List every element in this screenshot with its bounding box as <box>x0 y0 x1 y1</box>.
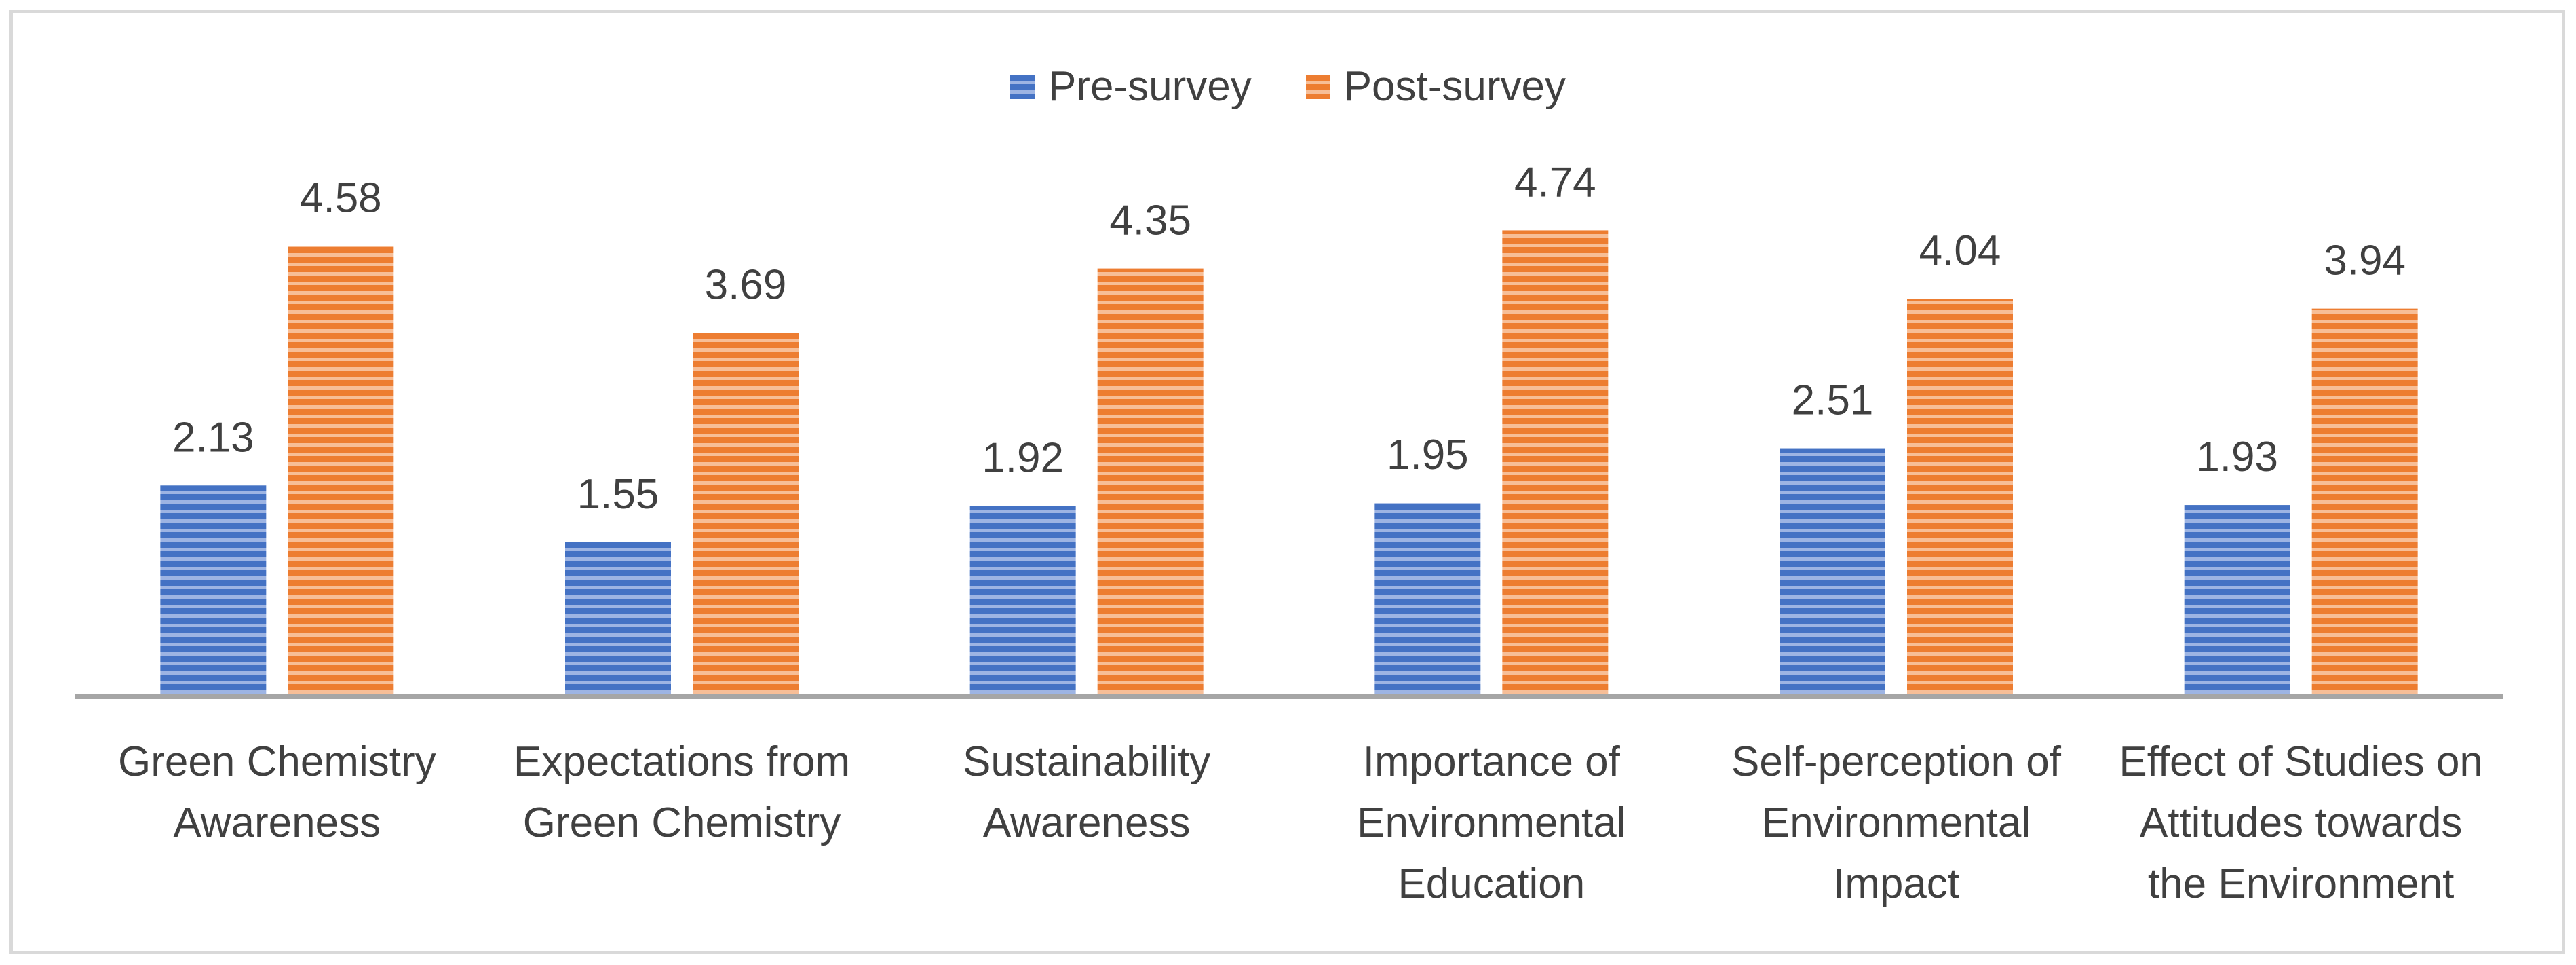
legend-swatch-pre-survey <box>1010 74 1035 99</box>
legend-item-post-survey: Post-survey <box>1305 62 1566 111</box>
category-label-3: Sustainability Awareness <box>883 732 1290 854</box>
category-label-line: Importance of <box>1362 738 1620 785</box>
category-label-line: the Environment <box>2147 860 2455 907</box>
category-label-line: Green Chemistry <box>118 738 436 785</box>
bar-post-survey-1 <box>288 246 394 694</box>
data-label-pre-survey-3: 1.92 <box>982 435 1064 482</box>
legend-swatch-post-survey <box>1305 74 1330 99</box>
data-label-post-survey-3: 4.35 <box>1109 197 1191 244</box>
chart-frame <box>9 10 2565 954</box>
category-label-4: Importance of Environmental Education <box>1288 732 1695 915</box>
category-label-line: Awareness <box>173 799 381 846</box>
category-label-line: Environmental <box>1761 799 2031 846</box>
data-label-pre-survey-2: 1.55 <box>577 471 659 518</box>
category-label-line: Environmental <box>1357 799 1626 846</box>
category-label-line: Sustainability <box>963 738 1211 785</box>
bar-pre-survey-3 <box>969 506 1076 694</box>
bar-pre-survey-1 <box>160 485 267 694</box>
category-label-2: Expectations from Green Chemistry <box>478 732 885 854</box>
category-label-line: Education <box>1398 860 1585 907</box>
category-label-line: Effect of Studies on <box>2119 738 2483 785</box>
category-label-line: Expectations from <box>513 738 851 785</box>
legend-item-pre-survey: Pre-survey <box>1010 62 1252 111</box>
data-label-post-survey-2: 3.69 <box>705 262 787 309</box>
category-label-5: Self-perception of Environmental Impact <box>1693 732 2100 915</box>
legend-label-pre-survey: Pre-survey <box>1047 63 1252 110</box>
data-label-pre-survey-1: 2.13 <box>172 414 254 461</box>
data-label-post-survey-4: 4.74 <box>1514 159 1596 206</box>
bar-pre-survey-2 <box>565 542 671 694</box>
legend: Pre-survey Post-survey <box>0 62 2576 111</box>
data-label-post-survey-6: 3.94 <box>2324 238 2406 284</box>
category-label-6: Effect of Studies on Attitudes towards the… <box>2098 732 2505 915</box>
bar-post-survey-2 <box>693 333 799 694</box>
category-label-line: Impact <box>1832 860 1960 907</box>
bar-post-survey-6 <box>2311 308 2418 694</box>
category-label-line: Attitudes towards <box>2139 799 2463 846</box>
category-label-line: Green Chemistry <box>522 799 841 846</box>
data-label-pre-survey-4: 1.95 <box>1387 432 1469 478</box>
bar-post-survey-4 <box>1502 230 1609 694</box>
category-label-line: Awareness <box>982 799 1191 846</box>
bar-pre-survey-4 <box>1374 503 1481 694</box>
data-label-pre-survey-6: 1.93 <box>2196 434 2278 480</box>
category-label-1: Green Chemistry Awareness <box>73 732 480 854</box>
legend-label-post-survey: Post-survey <box>1343 63 1566 110</box>
category-label-line: Self-perception of <box>1731 738 2061 785</box>
bar-post-survey-5 <box>1907 299 2013 694</box>
bar-pre-survey-6 <box>2184 505 2290 694</box>
bar-pre-survey-5 <box>1780 448 1885 694</box>
data-label-post-survey-1: 4.58 <box>300 174 382 221</box>
data-label-pre-survey-5: 2.51 <box>1792 377 1874 424</box>
data-label-post-survey-5: 4.04 <box>1919 227 2001 274</box>
bar-post-survey-3 <box>1097 268 1204 694</box>
